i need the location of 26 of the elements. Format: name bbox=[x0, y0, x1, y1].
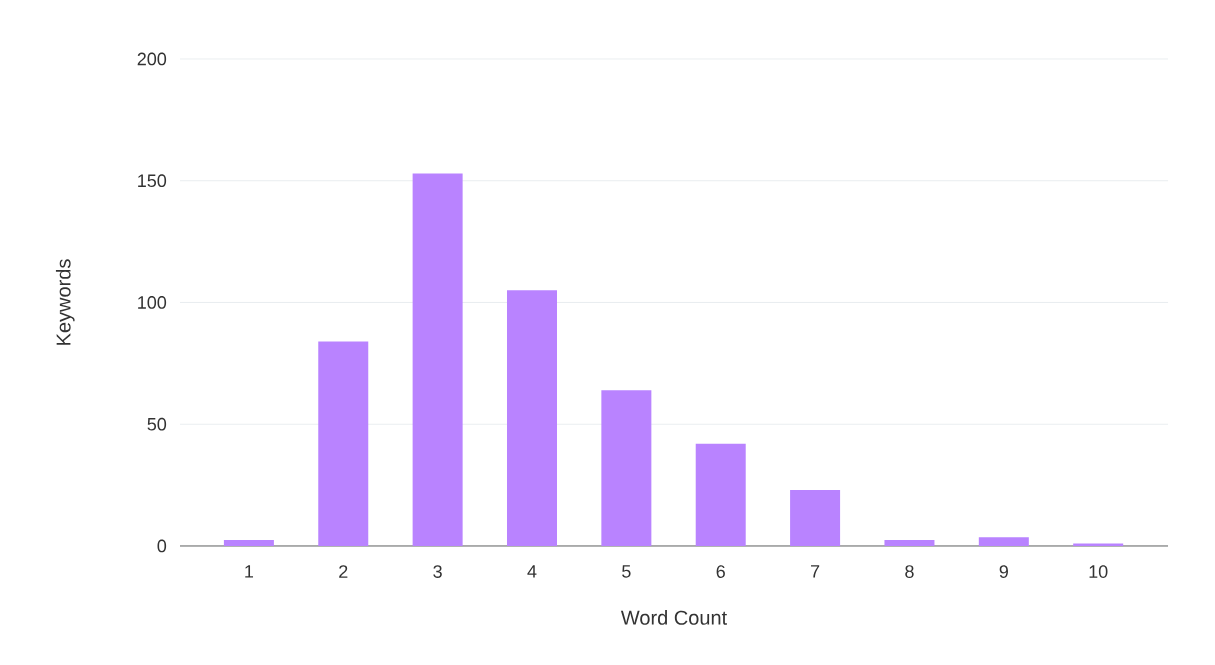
bar bbox=[601, 390, 652, 546]
x-tick-label: 1 bbox=[245, 565, 254, 578]
bar bbox=[318, 341, 369, 546]
x-tick-label: 7 bbox=[811, 565, 820, 578]
bar bbox=[884, 539, 935, 546]
y-tick-label: 200 bbox=[137, 52, 167, 66]
x-tick-label: 9 bbox=[999, 565, 1008, 578]
x-tick-label: 3 bbox=[433, 565, 442, 578]
bar bbox=[223, 539, 274, 546]
bar bbox=[790, 489, 841, 546]
y-tick-label: 150 bbox=[138, 174, 167, 188]
x-tick-label: 8 bbox=[905, 565, 914, 578]
y-axis-title: Keywords bbox=[55, 259, 75, 345]
y-tick-label: 100 bbox=[138, 296, 167, 309]
x-tick-label: 4 bbox=[527, 565, 537, 578]
bar bbox=[412, 173, 463, 546]
x-tick-label: 6 bbox=[716, 565, 725, 578]
y-tick-label: 50 bbox=[147, 417, 167, 431]
x-tick-label: 10 bbox=[1089, 565, 1108, 578]
x-axis-title: Word Count bbox=[620, 610, 727, 625]
bar bbox=[695, 443, 746, 546]
y-tick-label: 0 bbox=[157, 539, 167, 553]
x-tick-label: 2 bbox=[339, 565, 348, 578]
bar bbox=[978, 537, 1029, 546]
bar bbox=[506, 290, 557, 546]
x-tick-label: 5 bbox=[622, 565, 631, 578]
